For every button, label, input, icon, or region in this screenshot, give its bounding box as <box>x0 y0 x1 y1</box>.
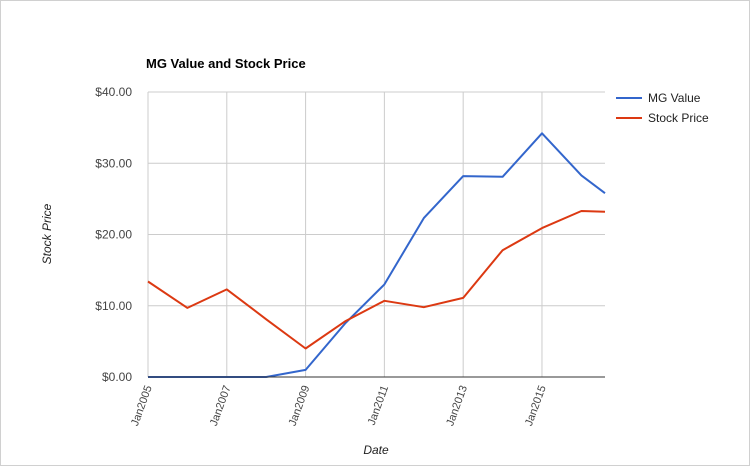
series-line-mg-value <box>148 132 606 378</box>
y-axis-label: Stock Price <box>40 203 54 264</box>
series-line-stock-price <box>147 210 606 350</box>
series-lines <box>147 132 606 378</box>
legend-item-stock-price[interactable]: Stock Price <box>616 111 709 125</box>
legend-item-mg-value[interactable]: MG Value <box>616 91 701 105</box>
x-tick-label: Jan2005 <box>129 384 155 428</box>
gridlines <box>147 91 605 377</box>
x-tick-label: Jan2013 <box>444 384 470 428</box>
y-tick-label: $30.00 <box>95 156 132 170</box>
x-tick-label: Jan2007 <box>208 384 234 428</box>
x-tick-label: Jan2011 <box>366 384 391 427</box>
y-tick-label: $40.00 <box>95 85 132 99</box>
x-axis-ticks: Jan2005 Jan2007 Jan2009 Jan2011 Jan2013 Jan20… <box>129 384 549 428</box>
y-tick-label: $20.00 <box>95 228 132 242</box>
y-axis-ticks: $0.00 $10.00 $20.00 $30.00 $40.00 <box>95 85 132 384</box>
legend-label: Stock Price <box>648 111 709 125</box>
x-tick-label: Jan2015 <box>523 384 549 428</box>
legend[interactable]: MG Value Stock Price <box>616 91 709 125</box>
chart-title: MG Value and Stock Price <box>146 56 306 71</box>
x-axis-label: Date <box>363 443 389 457</box>
y-tick-label: $10.00 <box>95 299 132 313</box>
legend-label: MG Value <box>648 91 701 105</box>
y-tick-label: $0.00 <box>102 370 132 384</box>
x-tick-label: Jan2009 <box>287 384 313 428</box>
